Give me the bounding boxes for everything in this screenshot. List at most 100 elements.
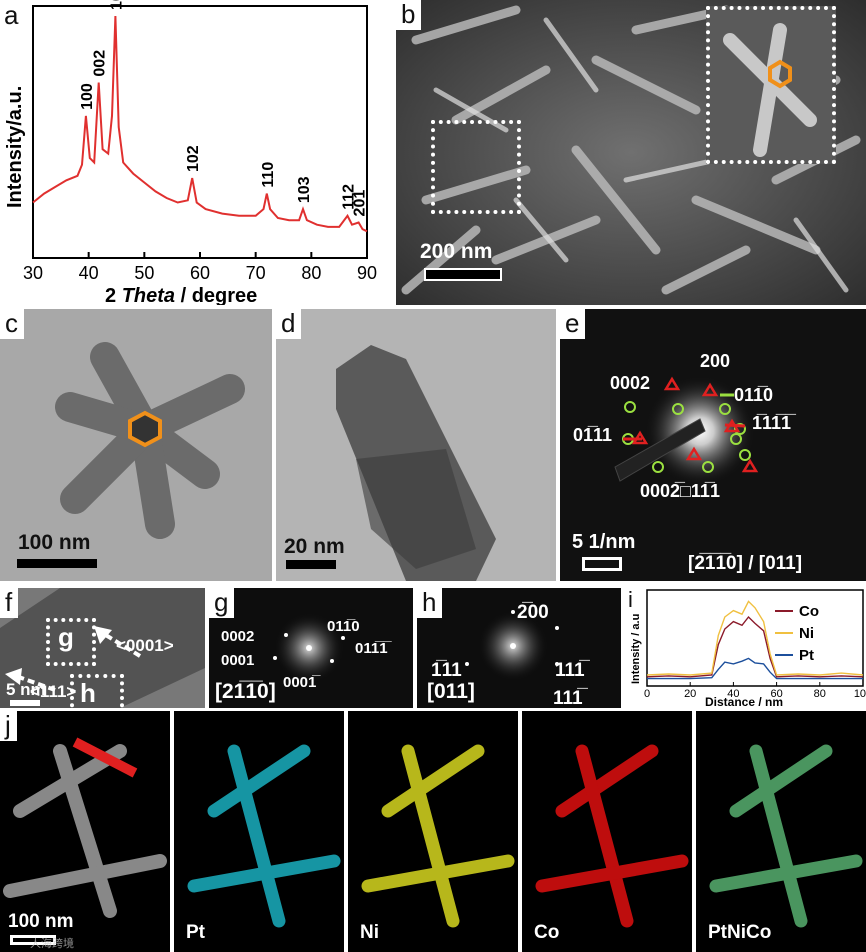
scale-bar xyxy=(582,557,622,571)
peak-label-112: 112 xyxy=(341,184,358,210)
x-tick-label: 40 xyxy=(79,263,99,283)
panel-f-hrtem: f g h <0001> <111> 5 nm xyxy=(0,588,205,708)
map-label-ni: Ni xyxy=(360,922,379,943)
panel-a-xrd: a 30 40 50 60 70 80 90 100 002 101 102 110 103 11220… xyxy=(0,0,392,305)
x-tick-label: 80 xyxy=(301,263,321,283)
arrow-head xyxy=(5,668,22,685)
panel-letter: a xyxy=(4,0,19,30)
x-label-post: / degree xyxy=(175,285,257,305)
map-label-pt: Pt xyxy=(186,922,205,943)
haadf-image: j 100 nm 人海跨境 xyxy=(0,711,170,952)
peak-label-002: 002 xyxy=(92,50,109,77)
hexagon-icon xyxy=(768,59,792,89)
panel-letter: i xyxy=(625,588,639,614)
zone-axis-label: [21̅1̅0] xyxy=(215,680,276,703)
peak-label-110: 110 xyxy=(260,162,277,188)
hexagon-icon xyxy=(128,410,162,448)
panel-c-tem: c 100 nm xyxy=(0,309,272,581)
spot-label-0002: 0002 xyxy=(610,373,650,393)
beam-stop xyxy=(614,418,706,482)
fft-pattern xyxy=(273,613,345,683)
scale-bar-label: 20 nm xyxy=(284,535,345,558)
y-axis-label: Intensity/a.u. xyxy=(4,86,26,208)
direction-label-111: <111> xyxy=(30,682,77,701)
series-line-co xyxy=(646,615,864,678)
series-line-ni xyxy=(646,600,864,676)
inset-image xyxy=(710,10,832,160)
legend: Co Ni Pt xyxy=(775,603,819,664)
scale-bar-label: 100 nm xyxy=(18,531,91,554)
panel-g-fft: g 0002 0001 0001̅ 011̅0 011̅1̅ [21̅1̅0] xyxy=(209,588,413,708)
eds-map-ni: Ni xyxy=(348,711,518,952)
scale-bar xyxy=(10,700,40,706)
scale-bar xyxy=(10,935,56,945)
arrow-head xyxy=(94,626,112,644)
x-tick-label: 40 xyxy=(727,688,739,700)
peak-label-103: 103 xyxy=(296,176,313,203)
series-lines xyxy=(646,600,864,680)
panel-e-saed: 200 0002 011̅0 01̅11 1̅11̅1̅ 0002̅□11̅1 … xyxy=(560,309,866,581)
fft-label-111: 1̅11 xyxy=(431,660,462,681)
x-tick-label: 100 xyxy=(854,688,866,700)
spot-label-000-2: 0002̅□11̅1 xyxy=(640,481,720,501)
scale-bar xyxy=(286,560,336,569)
fft-label-01-1-1: 011̅1̅ xyxy=(355,640,388,657)
eds-map-ptnico: PtNiCo xyxy=(696,711,866,952)
panel-letter: j xyxy=(0,711,17,741)
map-label-ptnico: PtNiCo xyxy=(708,922,772,943)
x-axis-ticks: 0 20 40 60 80 100 xyxy=(644,682,866,700)
y-axis-label: Intensity / a.u. xyxy=(630,611,642,684)
spot-label-111b: 1̅11̅1̅ xyxy=(752,413,797,433)
line-scan-marker xyxy=(72,737,138,778)
peak-label-101: 101 xyxy=(108,0,125,10)
spot-label-0-111: 01̅11 xyxy=(573,425,612,445)
panel-letter: f xyxy=(0,588,19,618)
x-axis-label: 2 Theta / degree xyxy=(105,285,257,305)
fft-label-0002: 0002 xyxy=(221,628,255,645)
tem-rod-image xyxy=(276,309,556,581)
xrd-series-line xyxy=(32,15,368,233)
plot-frame xyxy=(32,5,368,259)
x-tick-label: 90 xyxy=(357,263,377,283)
zone-axis-label: [2̅1̅1̅0] / [011] xyxy=(688,553,803,574)
x-tick-label: 0 xyxy=(644,688,650,700)
fft-label-200: 2̅00 xyxy=(517,602,549,623)
haadf-star xyxy=(3,737,167,918)
fft-region-g-box xyxy=(46,618,96,666)
fft-label-11-1b: 111̅ xyxy=(553,688,583,708)
panel-letter: d xyxy=(276,309,302,339)
scale-bar xyxy=(17,559,97,568)
panel-letter: g xyxy=(209,588,235,618)
tem-image xyxy=(0,309,272,581)
scale-bar-label: 200 nm xyxy=(420,240,493,263)
x-axis-ticks: 30 40 50 60 70 80 90 xyxy=(23,252,377,283)
spot-label-200: 200 xyxy=(700,351,730,371)
box-label-h: h xyxy=(80,678,96,708)
legend-label-co: Co xyxy=(799,603,819,620)
legend-label-pt: Pt xyxy=(799,647,814,664)
map-label-co: Co xyxy=(534,922,560,943)
scale-bar-label: 5 1/nm xyxy=(572,531,636,553)
fft-label-0001: 0001 xyxy=(221,652,255,669)
panel-letter: e xyxy=(560,309,586,339)
x-tick-label: 80 xyxy=(814,688,826,700)
x-label-pre: 2 xyxy=(105,285,122,305)
peak-label-201: 201 xyxy=(352,190,369,217)
plot-frame xyxy=(646,589,864,687)
x-tick-label: 30 xyxy=(23,263,43,283)
peak-label-102: 102 xyxy=(185,145,202,172)
x-label-italic: Theta xyxy=(122,285,175,305)
scale-bar xyxy=(424,268,502,281)
panel-letter: c xyxy=(0,309,24,339)
panel-b-sem: b 200 nm xyxy=(396,0,866,305)
fft-pattern xyxy=(465,610,559,681)
x-tick-label: 70 xyxy=(246,263,266,283)
legend-label-ni: Ni xyxy=(799,625,814,642)
x-tick-label: 60 xyxy=(770,688,782,700)
direction-label-0001: <0001> xyxy=(116,636,174,655)
watermark: 人海跨境 xyxy=(30,938,74,950)
line-profile-chart: 0 20 40 60 80 100 Co Ni Pt Intensity / a.u. Dis… xyxy=(630,589,866,708)
panel-letter: h xyxy=(417,588,443,618)
